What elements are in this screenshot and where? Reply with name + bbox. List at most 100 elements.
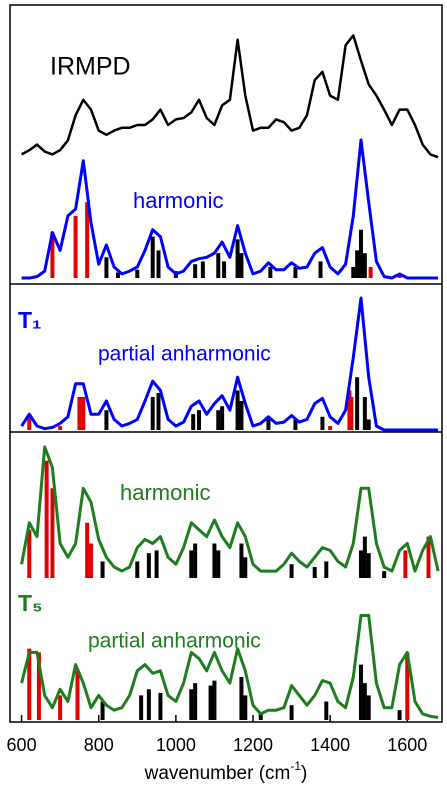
stick <box>85 522 90 578</box>
stick <box>366 419 371 430</box>
stick <box>405 652 410 720</box>
stick <box>212 680 217 720</box>
stick <box>50 232 55 278</box>
stick <box>156 250 161 278</box>
stick <box>362 397 367 430</box>
stick <box>362 536 367 578</box>
stick <box>239 253 244 278</box>
stick <box>191 414 196 430</box>
stick <box>146 689 151 720</box>
stick <box>146 553 151 578</box>
spectrum-line <box>20 614 439 719</box>
stick <box>75 670 80 720</box>
stick <box>73 215 78 278</box>
stick <box>100 701 105 720</box>
stick <box>135 561 140 578</box>
stick <box>193 264 198 278</box>
stick <box>328 426 333 430</box>
stick <box>27 416 32 430</box>
stick <box>58 695 63 720</box>
stick <box>135 269 140 278</box>
panel-label: partial anharmonic <box>88 630 261 653</box>
stick <box>235 390 240 430</box>
stick <box>58 426 63 430</box>
stick <box>193 543 198 578</box>
stick <box>320 416 325 430</box>
stick <box>362 253 367 278</box>
stick <box>50 488 55 578</box>
panel-label: partial anharmonic <box>98 343 271 366</box>
spectrum-line <box>20 296 439 432</box>
stick <box>89 543 93 578</box>
group-label: T₁ <box>18 307 42 333</box>
stick <box>266 419 271 430</box>
stick <box>44 460 49 578</box>
stick <box>193 683 198 720</box>
stick <box>27 529 32 578</box>
stick <box>243 557 248 578</box>
stick <box>197 410 201 430</box>
plot-frame <box>9 4 443 723</box>
stick <box>156 393 161 430</box>
stick <box>289 705 294 720</box>
stick <box>150 236 155 278</box>
stick <box>239 543 244 578</box>
stick <box>239 676 244 720</box>
stick <box>355 377 360 430</box>
x-tick-label: 800 <box>84 735 114 755</box>
stick <box>216 550 221 578</box>
stick <box>258 713 263 720</box>
x-axis-label-end: ) <box>301 763 307 784</box>
spectrum-line <box>21 34 439 159</box>
stick <box>158 692 163 720</box>
stick <box>324 701 329 720</box>
stick <box>243 695 248 720</box>
stick <box>312 566 317 578</box>
stick <box>362 683 367 720</box>
stick <box>318 261 323 278</box>
stick <box>100 561 105 578</box>
stick <box>366 695 371 720</box>
stick <box>85 202 90 278</box>
stick <box>351 266 356 278</box>
stick <box>212 543 217 578</box>
stick <box>27 648 32 720</box>
x-tick-label: 1400 <box>310 735 350 755</box>
stick <box>216 410 221 430</box>
stick <box>200 261 205 278</box>
group-label: T₅ <box>18 590 43 616</box>
x-axis-label-main: wavenumber (cm <box>144 763 291 784</box>
stick <box>104 257 109 278</box>
stick <box>289 564 294 578</box>
stick <box>403 550 408 578</box>
stick <box>366 553 371 578</box>
panel-label: harmonic <box>133 188 223 213</box>
stick <box>189 689 194 720</box>
stick <box>208 685 213 720</box>
stick <box>77 397 82 430</box>
x-tick-label: 1200 <box>233 735 273 755</box>
stick <box>116 272 120 278</box>
panel-label: harmonic <box>120 480 210 505</box>
stick <box>222 261 227 278</box>
stick <box>154 550 159 578</box>
stick <box>359 550 363 578</box>
stick <box>150 397 155 430</box>
stick <box>397 273 402 278</box>
stick <box>293 419 298 430</box>
x-tick-label: 600 <box>7 735 37 755</box>
stick <box>359 664 363 720</box>
stick <box>368 266 373 278</box>
x-tick-label: 1600 <box>387 735 427 755</box>
x-axis-label-sup: -1 <box>290 759 301 773</box>
x-tick-label: 1000 <box>156 735 196 755</box>
spectrum-line <box>20 445 440 573</box>
stick <box>104 410 109 430</box>
stick <box>349 397 354 430</box>
stick <box>324 561 329 578</box>
stick <box>81 397 86 430</box>
x-axis-label: wavenumber (cm-1) <box>144 759 308 784</box>
stick <box>239 400 244 430</box>
stick <box>268 266 273 278</box>
